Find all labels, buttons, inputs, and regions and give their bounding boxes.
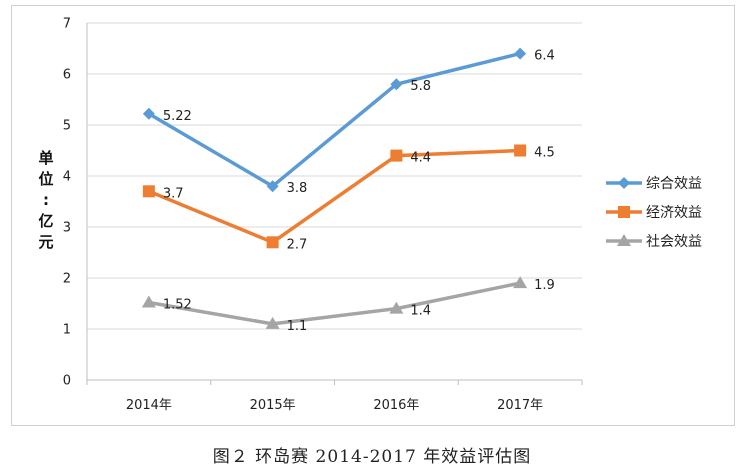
data-point <box>266 180 279 193</box>
x-tick-label: 2014年 <box>126 398 172 413</box>
data-point <box>142 107 155 120</box>
data-label: 3.7 <box>163 186 184 201</box>
series-line-2 <box>148 148 521 245</box>
data-label: 5.22 <box>163 109 192 124</box>
data-point <box>265 316 280 329</box>
y-axis-label: 位 <box>38 170 53 188</box>
x-tick-label: 2017年 <box>497 398 543 413</box>
legend-marker <box>618 177 630 189</box>
x-tick-label: 2016年 <box>373 398 419 413</box>
y-axis-label: : <box>43 191 49 209</box>
data-point <box>514 47 527 60</box>
y-tick-label: 4 <box>63 170 71 185</box>
legend-label: 经济效益 <box>646 205 702 221</box>
data-label: 1.9 <box>534 278 555 293</box>
series-line-3 <box>148 281 521 326</box>
y-tick-label: 5 <box>63 119 71 134</box>
data-label: 2.7 <box>287 237 308 252</box>
data-label: 5.8 <box>410 79 431 94</box>
y-tick-label: 1 <box>63 323 71 338</box>
legend-label: 综合效益 <box>646 176 702 192</box>
data-point <box>390 78 403 91</box>
data-point <box>390 149 403 162</box>
data-label: 4.4 <box>410 151 431 166</box>
figure-caption: 图２ 环岛赛 2014-2017 年效益评估图 <box>212 447 532 467</box>
data-label: 3.8 <box>287 181 308 196</box>
data-point <box>141 295 156 308</box>
y-axis-label: 元 <box>38 233 53 251</box>
data-point <box>514 144 527 157</box>
y-tick-label: 2 <box>63 272 71 287</box>
data-label: 6.4 <box>534 49 555 64</box>
data-label: 4.5 <box>534 146 555 161</box>
y-axis-label: 亿 <box>38 212 53 230</box>
y-tick-label: 7 <box>63 17 71 32</box>
data-point <box>389 301 404 314</box>
chart-frame <box>11 5 735 426</box>
x-tick-label: 2015年 <box>250 398 296 413</box>
legend-marker <box>618 206 630 218</box>
y-axis-label: 单 <box>38 149 53 167</box>
y-tick-label: 3 <box>63 221 71 236</box>
y-tick-label: 0 <box>63 374 71 389</box>
data-label: 1.52 <box>163 297 192 312</box>
data-point <box>142 185 155 198</box>
series-line-1 <box>147 51 521 188</box>
data-label: 1.4 <box>410 304 431 319</box>
data-label: 1.1 <box>287 319 308 334</box>
data-point <box>513 276 528 289</box>
legend-marker <box>617 234 631 246</box>
y-tick-label: 6 <box>63 68 71 83</box>
data-point <box>266 236 279 249</box>
legend-label: 社会效益 <box>646 234 702 250</box>
